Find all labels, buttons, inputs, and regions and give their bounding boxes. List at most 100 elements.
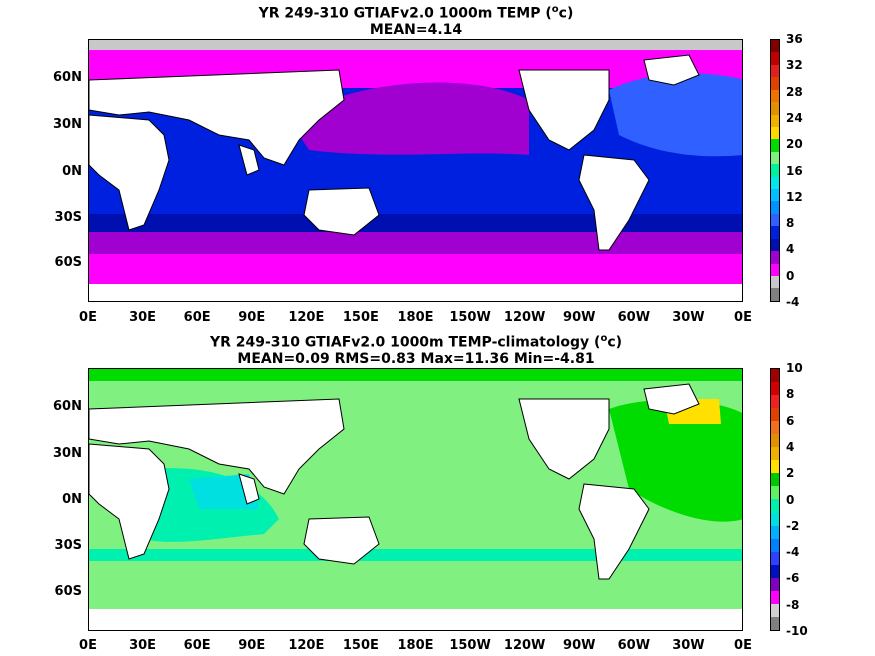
colorbar-label: 0 <box>786 268 795 283</box>
australia-2 <box>303 516 380 565</box>
lon-label: 90E <box>238 638 266 653</box>
colorbar-label: 6 <box>786 413 795 428</box>
colorbar-swatch <box>771 64 779 78</box>
south-band-purple <box>89 232 742 256</box>
greenland-2 <box>643 383 700 415</box>
top-title-sup: o <box>551 4 559 15</box>
south-band-magenta <box>89 254 742 284</box>
lon-label: 60E <box>183 638 211 653</box>
colorbar-swatch <box>771 226 779 239</box>
colorbar-swatch <box>771 525 779 539</box>
bottom-lat-30n: 30N <box>53 446 82 461</box>
lon-label: 150W <box>449 638 491 653</box>
lon-label: 30W <box>672 310 705 325</box>
top-title-line2: MEAN=4.14 <box>369 21 463 38</box>
colorbar-swatch <box>771 447 779 461</box>
colorbar-swatch <box>771 126 779 140</box>
lon-label: 60W <box>617 310 651 325</box>
top-title-line1-post: c) <box>558 5 574 22</box>
lon-label: 120W <box>503 310 546 325</box>
colorbar-swatch <box>771 263 779 277</box>
colorbar-label: 2 <box>786 466 795 481</box>
colorbar-swatch <box>771 102 779 115</box>
colorbar-swatch <box>771 486 779 500</box>
lon-label: 180E <box>397 310 434 325</box>
colorbar-swatch <box>771 590 779 604</box>
colorbar-swatch <box>771 276 779 289</box>
north-atlantic-warm <box>609 73 742 157</box>
lon-label: 120E <box>288 638 325 653</box>
bottom-title: YR 249-310 GTIAFv2.0 1000m TEMP-climatol… <box>88 331 744 367</box>
bottom-title-line1-pre: YR 249-310 GTIAFv2.0 1000m TEMP-climatol… <box>209 334 601 351</box>
colorbar-swatch <box>771 564 779 578</box>
north-pacific-purple <box>289 82 529 155</box>
colorbar-swatch <box>771 499 779 513</box>
colorbar-swatch <box>771 421 779 435</box>
bottom-lat-0n: 0N <box>62 492 82 507</box>
lon-label: 150W <box>449 310 491 325</box>
lon-label: 0E <box>79 638 97 653</box>
colorbar-swatch <box>771 251 779 264</box>
north-america <box>518 69 610 151</box>
colorbar-swatch <box>771 512 779 526</box>
colorbar-swatch <box>771 616 779 630</box>
bottom-lat-30s: 30S <box>54 538 82 553</box>
colorbar-label: 36 <box>786 32 803 46</box>
india <box>238 144 260 176</box>
colorbar-label: 28 <box>786 84 803 99</box>
lon-label: 0E <box>79 310 97 325</box>
continents <box>89 54 700 251</box>
top-lat-30n: 30N <box>53 117 82 132</box>
colorbar-swatch <box>771 395 779 409</box>
south-america <box>578 154 650 251</box>
north-atlantic-anomaly <box>609 399 742 522</box>
colorbar-label: -4 <box>786 545 800 560</box>
colorbar-swatch <box>771 114 779 127</box>
colorbar-label: 24 <box>786 110 803 125</box>
colorbar-swatch <box>771 40 779 53</box>
colorbar-label: 0 <box>786 492 795 507</box>
continents-2 <box>89 383 700 580</box>
lon-label: 180E <box>397 638 434 653</box>
lon-label: 30W <box>672 638 705 653</box>
eurasia-2 <box>89 398 345 495</box>
colorbar-swatch <box>771 201 779 214</box>
colorbar-swatch <box>771 434 779 448</box>
lon-label: 150E <box>342 310 379 325</box>
colorbar-swatch <box>771 460 779 474</box>
bottom-lat-60s: 60S <box>54 584 82 599</box>
colorbar-label: 8 <box>786 387 795 402</box>
colorbar-label: 4 <box>786 242 795 257</box>
colorbar-swatch <box>771 408 779 422</box>
lon-label: 90W <box>563 310 596 325</box>
lon-label: 30E <box>129 310 157 325</box>
top-title: YR 249-310 GTIAFv2.0 1000m TEMP (oc) MEA… <box>88 2 744 38</box>
colorbar-swatch <box>771 551 779 565</box>
colorbar-label: -2 <box>786 518 800 533</box>
colorbar-swatch <box>771 369 779 383</box>
lon-label: 90W <box>563 638 596 653</box>
antarctica <box>89 284 742 301</box>
lon-label: 0E <box>734 638 752 653</box>
colorbar-swatch <box>771 238 779 252</box>
top-map <box>88 39 743 302</box>
bottom-title-sup: o <box>600 333 608 344</box>
colorbar-swatch <box>771 77 779 90</box>
lon-label: 120E <box>288 310 325 325</box>
antarctica-2 <box>89 609 742 630</box>
colorbar-label: -6 <box>786 571 800 586</box>
colorbar-swatch <box>771 382 779 396</box>
south-america-2 <box>578 483 650 580</box>
north-america-2 <box>518 398 610 480</box>
colorbar-label: 32 <box>786 58 803 73</box>
colorbar-label: 10 <box>786 361 803 375</box>
lon-label: 150E <box>342 638 379 653</box>
colorbar-swatch <box>771 139 779 152</box>
greenland <box>643 54 700 86</box>
colorbar-swatch <box>771 473 779 487</box>
top-title-line1-pre: YR 249-310 GTIAFv2.0 1000m TEMP ( <box>258 5 552 22</box>
lon-label: 60W <box>617 638 651 653</box>
colorbar-swatch <box>771 151 779 165</box>
bottom-colorbar <box>770 368 780 631</box>
south-band-dark <box>89 214 742 236</box>
